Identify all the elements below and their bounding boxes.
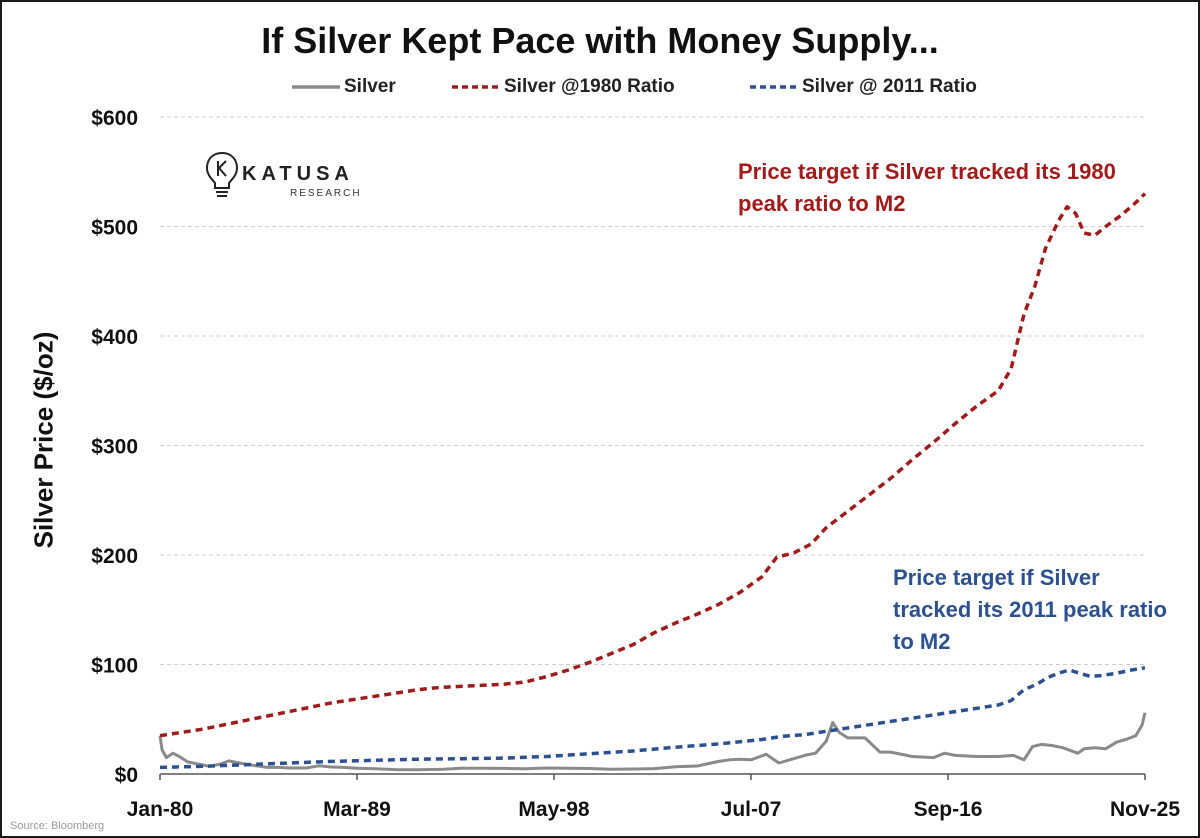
annotation-1980-target: Price target if Silver tracked its 1980 … bbox=[738, 159, 1116, 216]
x-tick-label: Sep-16 bbox=[914, 798, 983, 821]
chart-title: If Silver Kept Pace with Money Supply... bbox=[261, 20, 939, 61]
series-line-2 bbox=[159, 666, 1146, 770]
legend-item-silver: Silver bbox=[290, 76, 396, 98]
legend-swatch-2011-ratio bbox=[750, 85, 798, 89]
legend-swatch-1980-ratio bbox=[452, 85, 500, 89]
series-line-0 bbox=[158, 712, 1147, 772]
x-tick-label: Mar-89 bbox=[323, 798, 391, 821]
y-tick-label: $400 bbox=[91, 326, 138, 349]
legend-swatch-silver bbox=[292, 85, 340, 89]
katusa-logo: KATUSA RESEARCH bbox=[204, 150, 384, 202]
legend-item-2011-ratio: Silver @ 2011 Ratio bbox=[748, 76, 977, 98]
annotation-2011-target: Price target if Silver tracked its 2011 … bbox=[893, 565, 1167, 654]
legend-item-1980-ratio: Silver @1980 Ratio bbox=[450, 76, 675, 98]
x-tick-label: Jan-80 bbox=[127, 798, 194, 821]
y-tick-label: $500 bbox=[91, 217, 138, 240]
gridlines bbox=[160, 116, 1145, 665]
x-tick-label: Nov-25 bbox=[1110, 798, 1180, 821]
y-tick-label: $200 bbox=[91, 545, 138, 568]
y-axis-label: Silver Price ($/oz) bbox=[28, 331, 59, 549]
legend-label-silver: Silver bbox=[344, 76, 396, 97]
lightbulb-k-icon bbox=[205, 151, 239, 197]
logo-subtitle: RESEARCH bbox=[290, 188, 362, 199]
logo-brand: KATUSA bbox=[242, 163, 354, 185]
series-lines bbox=[158, 192, 1147, 772]
x-tick-label: May-98 bbox=[518, 798, 590, 821]
legend-label-2011-ratio: Silver @ 2011 Ratio bbox=[802, 76, 977, 97]
tick-labels: $0 $100 $200 $300 $400 $500 $600 Jan-80 Mar-89 Ma… bbox=[91, 107, 1180, 821]
legend-label-1980-ratio: Silver @1980 Ratio bbox=[504, 76, 675, 97]
x-tick-label: Jul-07 bbox=[721, 798, 782, 821]
legend: Silver Silver @1980 Ratio Silver @ 2011 … bbox=[0, 76, 1200, 100]
source-note: Source: Bloomberg bbox=[10, 820, 105, 832]
axes bbox=[159, 773, 1146, 780]
series-line-1 bbox=[159, 192, 1147, 738]
y-tick-label: $600 bbox=[91, 107, 138, 130]
y-tick-label: $300 bbox=[91, 436, 138, 459]
y-tick-label: $100 bbox=[91, 655, 138, 678]
y-tick-label: $0 bbox=[115, 764, 138, 787]
